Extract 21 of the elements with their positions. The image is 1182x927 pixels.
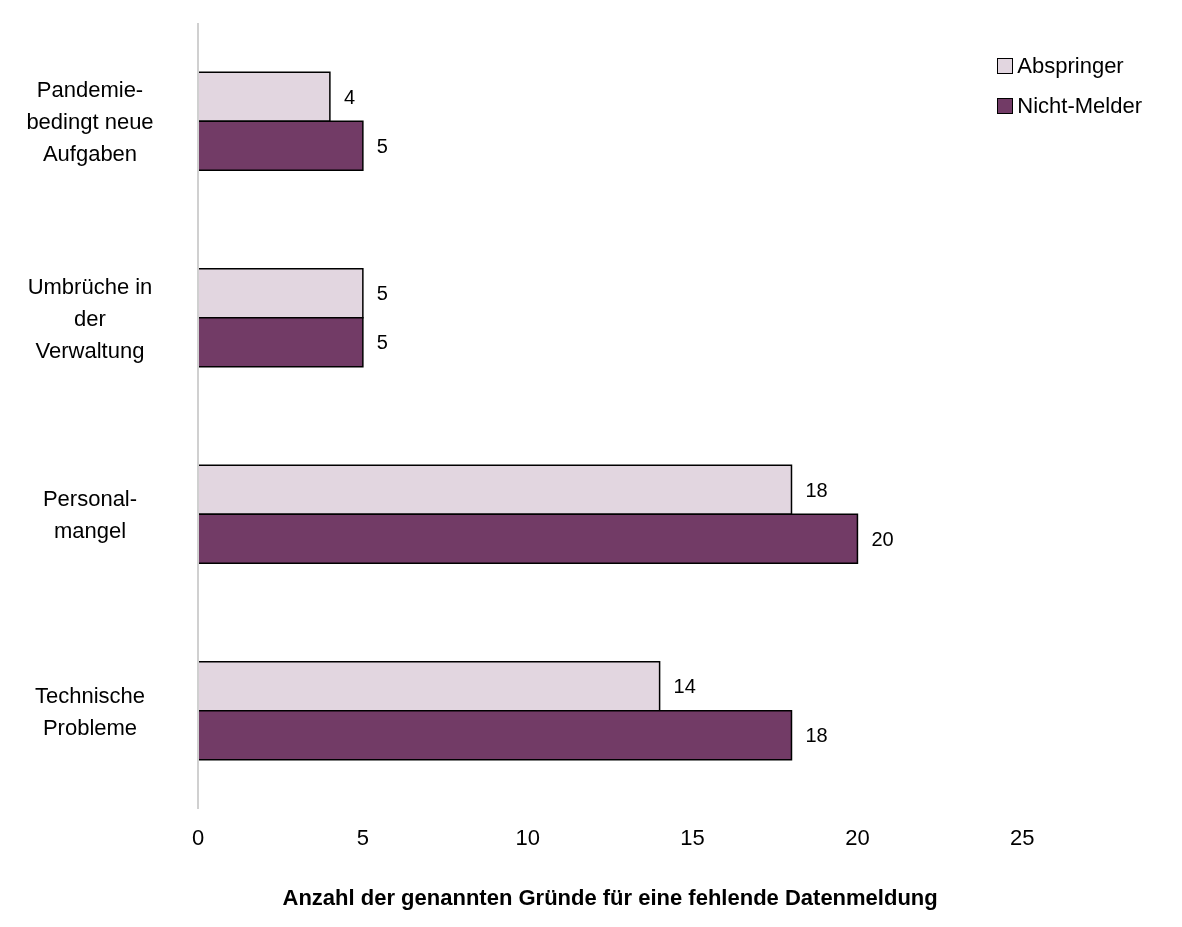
y-tick-label: Personal-mangel [42, 485, 138, 543]
data-label: 5 [376, 331, 388, 354]
legend-label: Abspringer [1017, 53, 1124, 79]
data-label: 5 [376, 134, 388, 157]
data-label: 14 [673, 675, 696, 698]
x-tick-label: 5 [356, 824, 369, 850]
y-tick-label: Umbrüche in der Verwaltung [27, 273, 153, 363]
legend-label: Nicht-Melder [1017, 93, 1142, 119]
x-tick-label: 0 [191, 824, 205, 850]
x-axis-title: Anzahl der genannten Gründe für eine fehlende Datenmeldung [282, 885, 938, 910]
data-label: 18 [805, 724, 828, 747]
y-tick-label: Pandemie-bedingt neue Aufgaben [26, 76, 154, 166]
x-tick-label: 20 [845, 824, 870, 850]
x-tick-label: 15 [680, 824, 705, 850]
data-label: 20 [871, 527, 894, 550]
y-tick-label: Technische Probleme [34, 682, 146, 740]
x-tick-label: 25 [1010, 824, 1035, 850]
data-label: 5 [376, 282, 388, 305]
data-label: 4 [343, 85, 356, 108]
data-label: 18 [805, 478, 828, 501]
x-tick-label: 10 [515, 824, 540, 850]
